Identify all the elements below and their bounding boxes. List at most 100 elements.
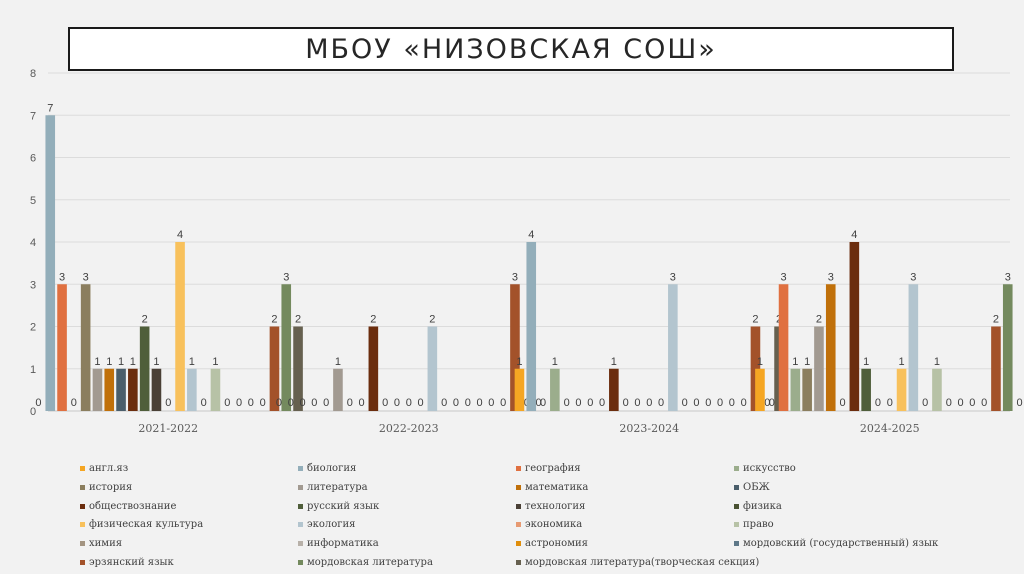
- data-label: 0: [887, 397, 893, 409]
- y-tick-label: 6: [30, 153, 36, 165]
- y-tick-label: 2: [30, 322, 36, 334]
- data-label: 0: [465, 397, 471, 409]
- data-label: 0: [406, 397, 412, 409]
- y-tick-label: 3: [30, 279, 36, 291]
- data-label: 4: [528, 229, 534, 241]
- data-label: 1: [118, 356, 124, 368]
- bar: [175, 242, 185, 411]
- bar: [908, 284, 919, 411]
- data-label: 0: [500, 397, 506, 409]
- data-label: 0: [288, 397, 294, 409]
- data-label: 1: [792, 356, 798, 368]
- legend-item: ОБЖ: [734, 480, 980, 496]
- legend-swatch: [516, 484, 521, 490]
- legend-item: физика: [734, 498, 980, 514]
- legend-label: экономика: [525, 519, 583, 531]
- legend-label: англ.яз: [89, 463, 129, 475]
- data-label: 0: [71, 397, 77, 409]
- data-label: 1: [516, 356, 522, 368]
- data-label: 4: [851, 229, 857, 241]
- legend-item: искусство: [734, 461, 980, 477]
- bar: [281, 284, 292, 411]
- legend-swatch: [734, 541, 739, 546]
- y-tick-label: 1: [30, 364, 36, 376]
- bar: [333, 368, 343, 411]
- data-label: 3: [670, 271, 676, 283]
- data-label: 0: [946, 397, 952, 409]
- bar: [510, 284, 520, 411]
- data-label: 1: [934, 356, 940, 368]
- legend-item: химия: [80, 536, 298, 552]
- data-label: 0: [299, 397, 305, 409]
- data-label: 0: [311, 397, 317, 409]
- legend-item: мордовская литература(творческая секция): [516, 554, 759, 570]
- legend-label: история: [89, 481, 133, 493]
- data-label: 0: [488, 397, 494, 409]
- x-tick-label: 2022-2023: [379, 422, 439, 435]
- data-label: 0: [441, 397, 447, 409]
- data-label: 1: [804, 356, 810, 368]
- data-label: 3: [283, 271, 289, 283]
- bar: [368, 326, 379, 411]
- legend-swatch: [298, 522, 303, 528]
- data-label: 0: [394, 397, 400, 409]
- legend-swatch: [516, 503, 521, 509]
- legend-label: технология: [525, 500, 586, 512]
- legend-label: химия: [89, 538, 123, 549]
- data-label: 0: [165, 397, 171, 409]
- data-label: 2: [429, 314, 435, 326]
- bar: [861, 368, 871, 411]
- bar: [550, 368, 560, 411]
- title-box: МБОУ «НИЗОВСКАЯ СОШ»: [68, 27, 954, 71]
- data-label: 0: [476, 397, 482, 409]
- chart-legend: англ.яз биология география искусство история…: [80, 461, 980, 570]
- legend-swatch: [298, 503, 303, 509]
- legend-item: математика: [516, 480, 734, 496]
- legend-label: русский язык: [307, 500, 380, 512]
- bar: [293, 326, 303, 411]
- data-label: 0: [540, 397, 546, 409]
- legend-swatch: [298, 466, 303, 472]
- legend-item: англ.яз: [80, 461, 298, 477]
- data-label: 3: [828, 271, 834, 283]
- legend-label: литература: [307, 481, 368, 493]
- data-label: 1: [611, 356, 617, 368]
- bar: [526, 242, 537, 411]
- data-label: 2: [142, 314, 148, 326]
- bar: [825, 284, 836, 411]
- bar: [668, 284, 678, 411]
- legend-item: мордовский (государственный) язык: [734, 536, 980, 552]
- x-tick-label: 2023-2024: [619, 422, 679, 435]
- y-tick-label: 5: [30, 195, 36, 207]
- legend-label: эрзянский язык: [89, 556, 174, 568]
- legend-swatch: [298, 559, 303, 565]
- legend-swatch: [80, 484, 85, 490]
- bar: [427, 326, 438, 411]
- data-label: 3: [83, 271, 89, 283]
- legend-label: ОБЖ: [743, 481, 770, 493]
- bar: [116, 368, 126, 411]
- data-label: 4: [177, 229, 183, 241]
- legend-swatch: [298, 541, 303, 546]
- legend-label: география: [525, 463, 581, 475]
- y-tick-label: 7: [30, 110, 36, 122]
- data-label: 0: [623, 397, 629, 409]
- legend-item: технология: [516, 498, 734, 514]
- data-label: 0: [646, 397, 652, 409]
- legend-swatch: [734, 484, 739, 490]
- bar: [45, 115, 56, 411]
- bar: [92, 368, 103, 411]
- data-label: 0: [729, 397, 735, 409]
- data-label: 3: [59, 271, 65, 283]
- legend-item: право: [734, 517, 980, 533]
- data-label: 7: [47, 102, 53, 114]
- data-label: 2: [271, 314, 277, 326]
- data-label: 0: [922, 397, 928, 409]
- data-label: 0: [764, 397, 770, 409]
- legend-label: мордовский (государственный) язык: [743, 538, 939, 549]
- data-label: 0: [599, 397, 605, 409]
- data-label: 0: [35, 397, 41, 409]
- data-label: 1: [898, 356, 904, 368]
- bar: [514, 368, 525, 411]
